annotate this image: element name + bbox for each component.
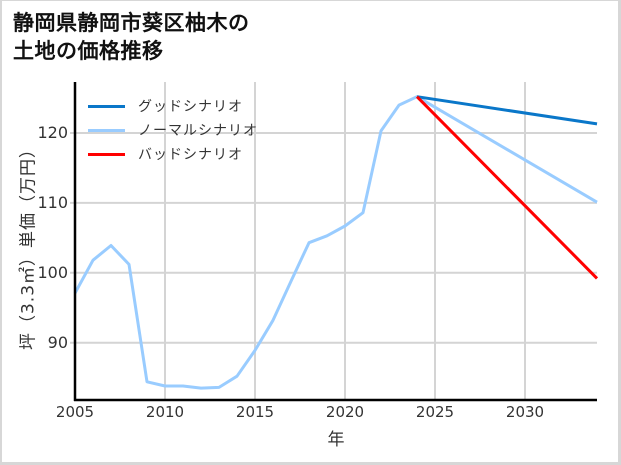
x-tick-label: 2005 bbox=[55, 403, 95, 421]
legend-swatch-bad bbox=[88, 152, 125, 156]
legend-item-bad: バッドシナリオ bbox=[88, 144, 243, 164]
x-tick-label: 2020 bbox=[325, 403, 365, 421]
y-tick-label: 100 bbox=[37, 262, 68, 282]
chart-title-line-2: 土地の価格推移 bbox=[13, 39, 164, 63]
x-tick-label: 2025 bbox=[415, 403, 455, 421]
chart-title-line-1: 静岡県静岡市葵区柚木の bbox=[13, 11, 250, 35]
legend-label-good: グッドシナリオ bbox=[138, 99, 243, 115]
chart-title: 静岡県静岡市葵区柚木の 土地の価格推移 bbox=[13, 9, 250, 65]
x-tick-label: 2030 bbox=[505, 403, 545, 421]
series-line bbox=[73, 95, 598, 390]
x-tick-label: 2015 bbox=[235, 403, 275, 421]
y-tick-label: 110 bbox=[37, 192, 68, 212]
x-axis-title: 年 bbox=[327, 430, 345, 450]
legend-item-normal: ノーマルシナリオ bbox=[88, 120, 258, 140]
y-tick-label: 90 bbox=[47, 332, 68, 352]
legend-label-normal: ノーマルシナリオ bbox=[138, 123, 258, 139]
gridlines bbox=[70, 82, 597, 400]
data-series bbox=[73, 95, 599, 390]
series-line bbox=[416, 95, 598, 126]
axes bbox=[73, 82, 597, 402]
y-tick-label: 120 bbox=[37, 123, 68, 143]
y-axis-title: 坪（3.3㎡）単価（万円） bbox=[18, 139, 39, 351]
legend-label-bad: バッドシナリオ bbox=[138, 147, 243, 163]
legend-item-good: グッドシナリオ bbox=[88, 96, 243, 116]
legend-swatch-good bbox=[88, 104, 125, 108]
x-tick-label: 2010 bbox=[145, 403, 185, 421]
legend-swatch-normal bbox=[88, 128, 125, 132]
series-line bbox=[415, 95, 599, 280]
